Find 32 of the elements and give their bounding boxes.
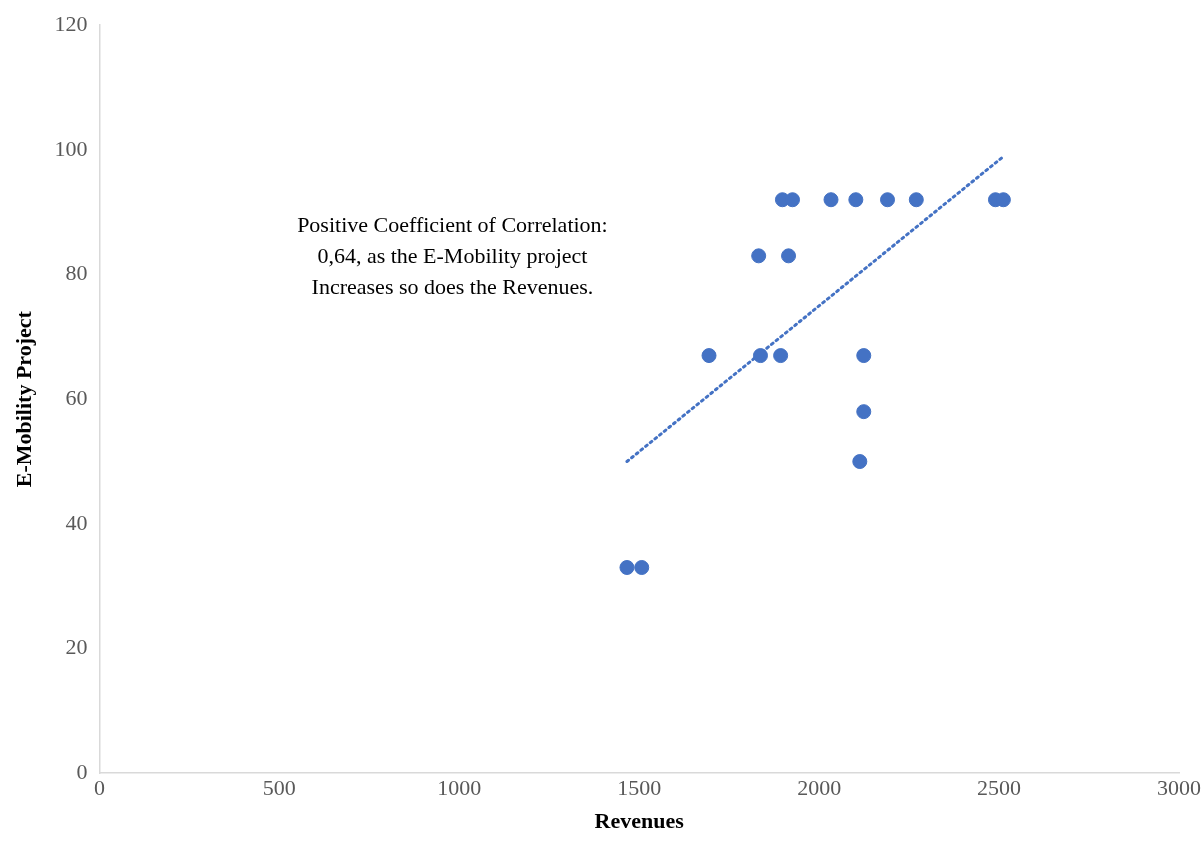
point [751,248,767,264]
x-tick-label: 500 [262,775,296,801]
x-tick-label: 0 [93,775,105,801]
point [752,348,768,364]
annotation: Positive Coefficient of Correlation: 0,64, as the E-Mobility project Increases so does the Revenues. [297,211,608,299]
point [908,192,924,208]
x-tick-label: 2000 [797,775,842,801]
y-tick-label: 40 [65,509,88,535]
point [852,454,868,470]
point [856,348,872,364]
y-tick-label: 120 [54,10,88,36]
x-tick-label: 2500 [977,775,1022,801]
point [880,192,896,208]
point [823,192,839,208]
y-tick-label: 100 [54,135,88,161]
point [701,348,717,364]
y-tick-label: 0 [76,758,88,784]
point [856,404,872,420]
point [619,560,635,575]
point [781,248,797,264]
point [773,348,789,364]
x-tick-label: 3000 [1157,775,1201,801]
x-tick-label: 1500 [617,775,662,801]
y-tick-label: 60 [65,384,88,410]
y-tick-label: 20 [65,634,88,660]
x-tick-label: 1000 [437,775,482,801]
x-axis-title: Revenues [594,808,685,834]
point [785,192,800,208]
y-axis-title: E-Mobility Project [10,310,36,488]
point [634,560,650,575]
point [848,192,864,208]
y-tick-label: 80 [65,260,88,286]
